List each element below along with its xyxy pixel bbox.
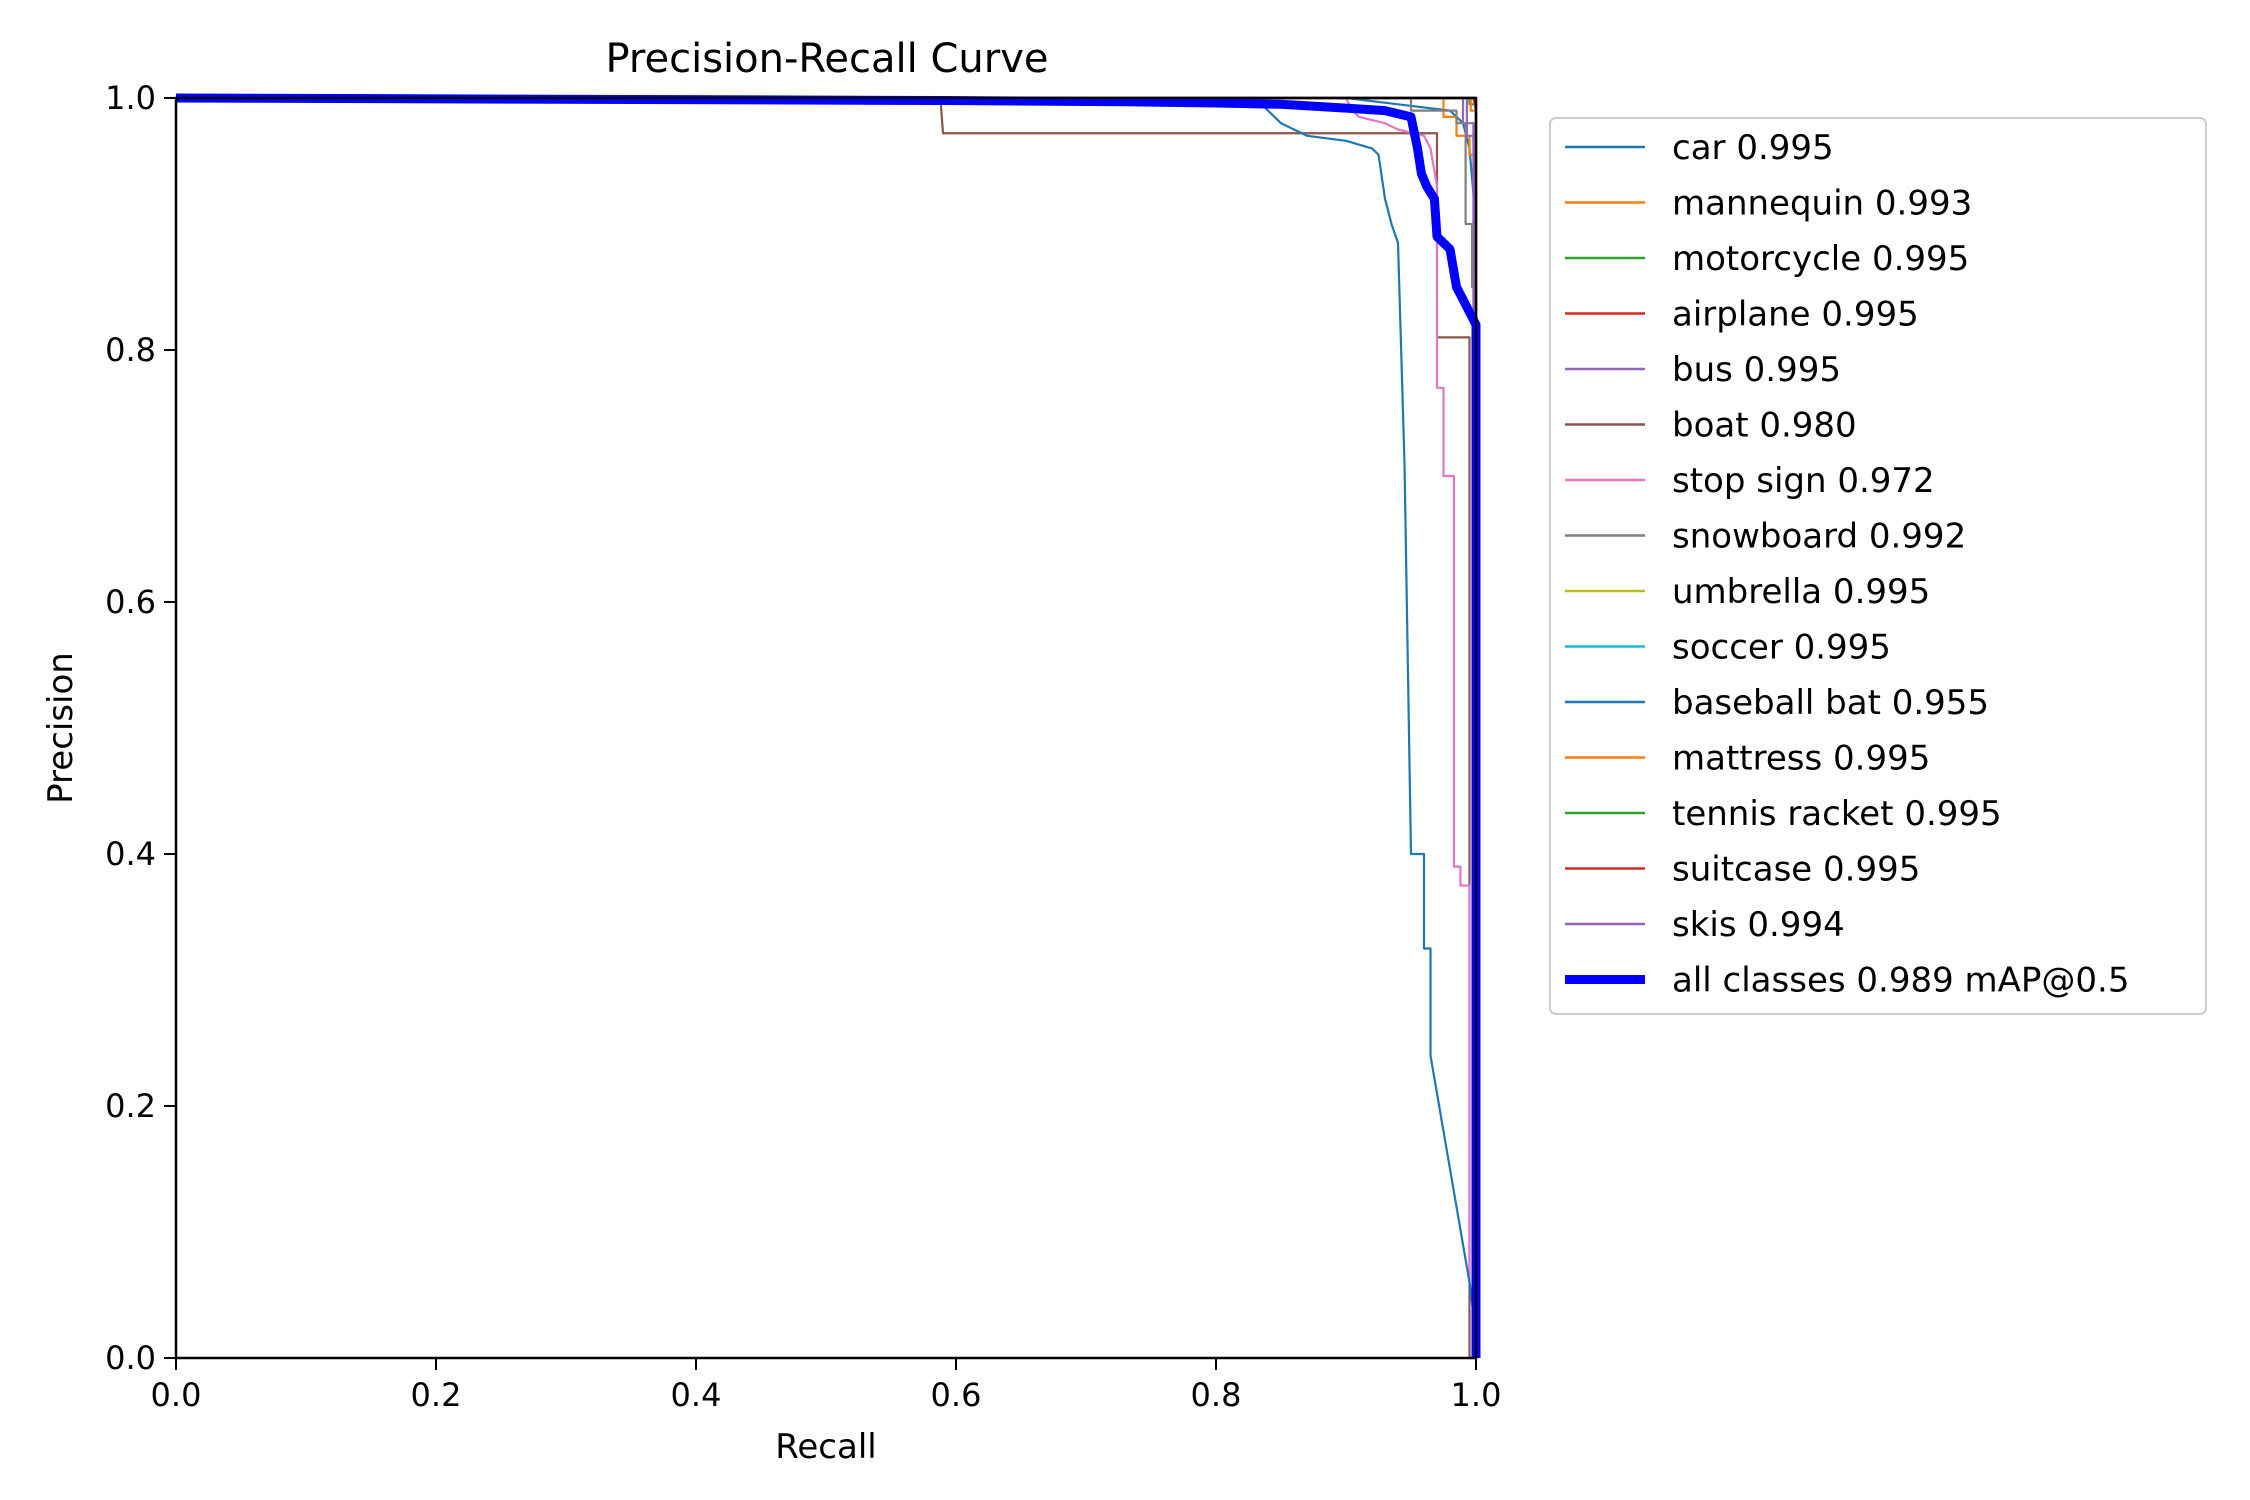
legend-label-skis: skis 0.994 [1672, 905, 1845, 945]
x-axis: 0.0 0.2 0.4 0.6 0.8 1.0 [151, 1358, 1502, 1414]
plot-area [174, 93, 1481, 1360]
series-line-soccer [176, 96, 1478, 1358]
x-tick-label: 0.0 [151, 1376, 202, 1414]
x-axis-label: Recall [775, 1427, 876, 1467]
legend-label-umbrella: umbrella 0.995 [1672, 572, 1930, 612]
y-tick-label: 0.0 [105, 1339, 156, 1377]
legend-label-soccer: soccer 0.995 [1672, 628, 1891, 668]
series-line-baseball-bat [176, 96, 1478, 1358]
series-line-tennis-racket [176, 96, 1478, 1358]
legend-label-boat: boat 0.980 [1672, 406, 1857, 446]
legend-label-mattress: mattress 0.995 [1672, 739, 1930, 779]
x-tick-label: 0.6 [931, 1376, 982, 1414]
legend-label-mannequin: mannequin 0.993 [1672, 184, 1972, 224]
y-axis-label: Precision [41, 652, 81, 804]
legend-label-airplane: airplane 0.995 [1672, 295, 1919, 335]
legend-entries: car 0.995 mannequin 0.993 motorcycle 0.995… [1565, 128, 2129, 1001]
legend: car 0.995 mannequin 0.993 motorcycle 0.995… [1549, 117, 2207, 1015]
series-line-stop-sign [176, 96, 1478, 1358]
series-line-bus [176, 96, 1478, 1358]
series-line-motorcycle [176, 96, 1478, 1358]
y-tick-label: 0.8 [105, 331, 156, 369]
series-line-skis [176, 96, 1478, 1358]
legend-label-snowboard: snowboard 0.992 [1672, 517, 1966, 557]
plot-frame [174, 96, 1478, 1360]
y-tick-label: 0.2 [105, 1087, 156, 1125]
series-line-snowboard [176, 96, 1478, 1358]
legend-label-bus: bus 0.995 [1672, 350, 1841, 390]
y-tick-label: 0.6 [105, 583, 156, 621]
x-tick-label: 0.2 [411, 1376, 462, 1414]
series-line-umbrella [176, 96, 1478, 1358]
legend-label-baseball-bat: baseball bat 0.955 [1672, 683, 1989, 723]
chart-title: Precision-Recall Curve [606, 36, 1049, 82]
legend-box [1549, 117, 2207, 1015]
series-line-airplane [176, 96, 1478, 1358]
x-tick-label: 1.0 [1451, 1376, 1502, 1414]
legend-label-motorcycle: motorcycle 0.995 [1672, 239, 1969, 279]
series-line-all-classes [175, 93, 1481, 1358]
legend-label-all-classes: all classes 0.989 mAP@0.5 [1672, 961, 2129, 1001]
y-axis: 0.0 0.2 0.4 0.6 0.8 1.0 [105, 79, 176, 1377]
series-line-boat [176, 96, 1476, 1360]
series-layer [175, 93, 1481, 1360]
y-tick-label: 1.0 [105, 79, 156, 117]
x-tick-label: 0.4 [671, 1376, 722, 1414]
legend-label-tennis-racket: tennis racket 0.995 [1672, 794, 2002, 834]
series-line-car [176, 96, 1478, 1358]
legend-label-suitcase: suitcase 0.995 [1672, 850, 1920, 890]
y-tick-label: 0.4 [105, 835, 156, 873]
series-line-mannequin [176, 96, 1478, 1358]
series-line-mattress [176, 96, 1478, 1358]
legend-label-car: car 0.995 [1672, 128, 1834, 168]
x-tick-label: 0.8 [1191, 1376, 1242, 1414]
legend-label-stop-sign: stop sign 0.972 [1672, 461, 1935, 501]
series-line-suitcase [176, 96, 1478, 1358]
